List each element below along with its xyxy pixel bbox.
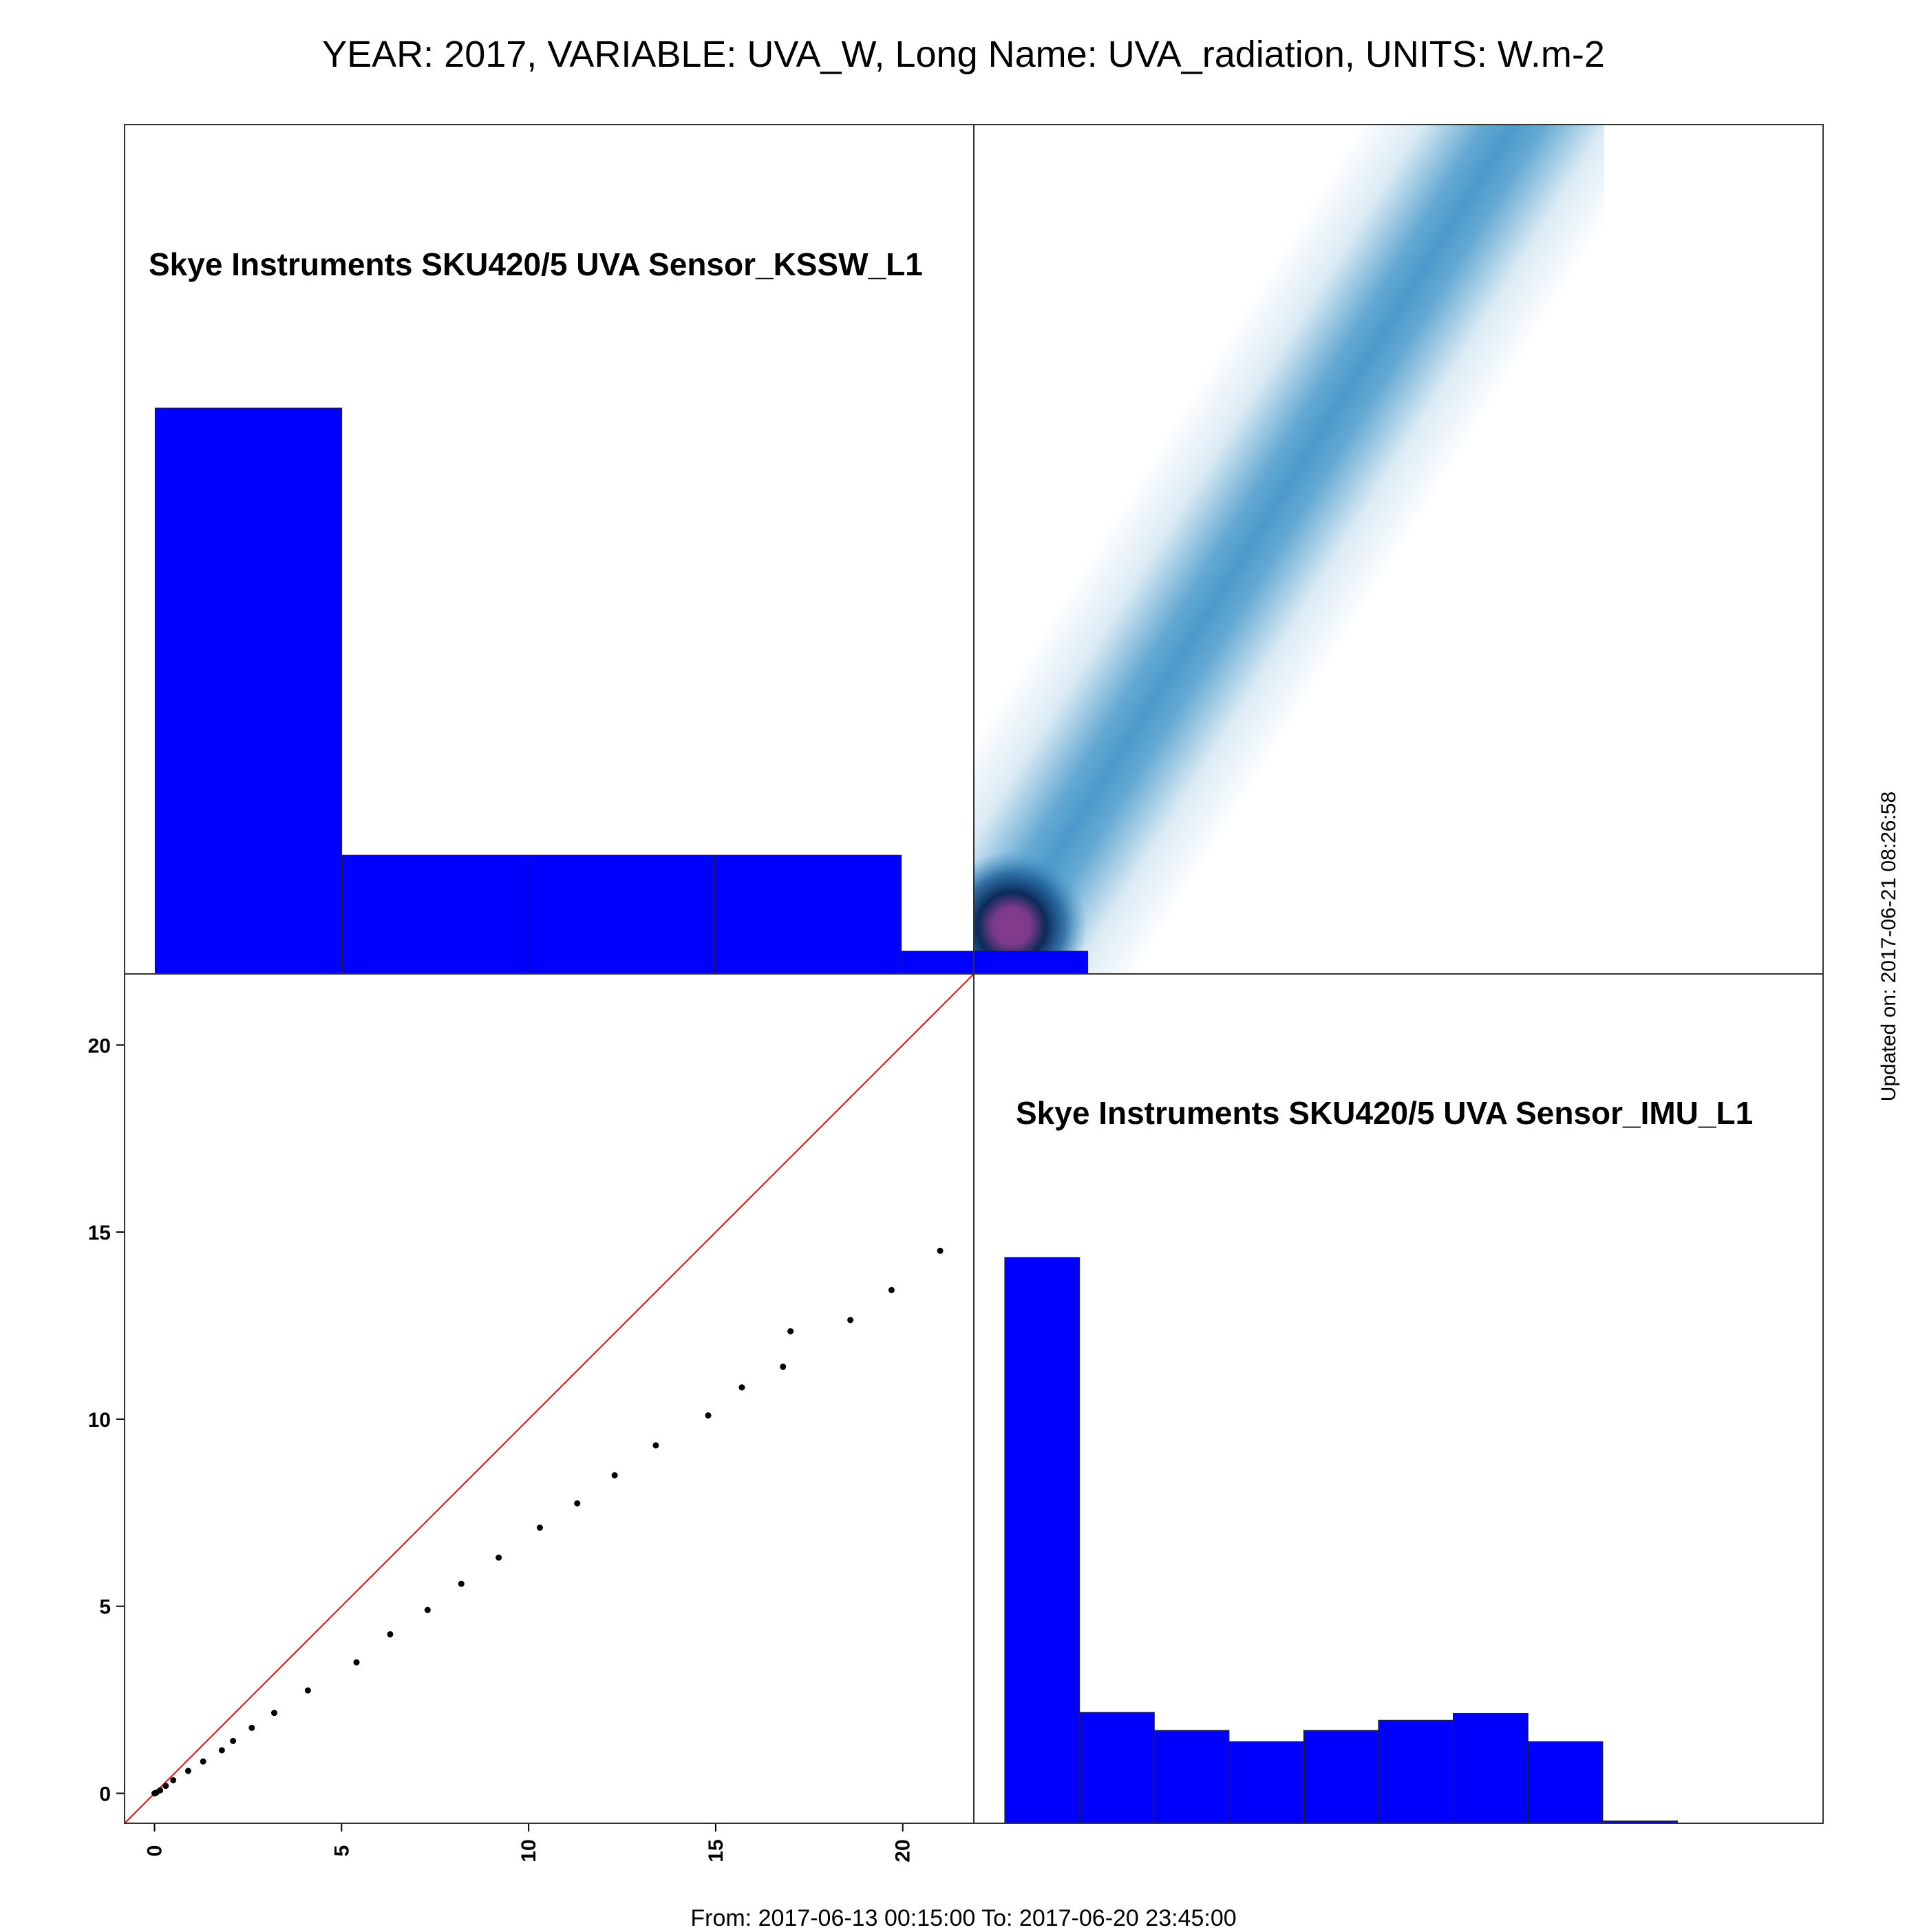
x-tick-label: 0 bbox=[143, 1845, 166, 1857]
scatter-point bbox=[248, 1724, 255, 1731]
hist-bar-imu bbox=[1228, 1741, 1305, 1824]
y-tick-label: 0 bbox=[99, 1783, 111, 1806]
panel-label-imu: Skye Instruments SKU420/5 UVA Sensor_IMU… bbox=[1016, 1095, 1753, 1131]
y-tick-label: 5 bbox=[99, 1596, 111, 1619]
scatter-point bbox=[611, 1472, 618, 1478]
scatter-point bbox=[787, 1328, 794, 1335]
scatter-point bbox=[937, 1247, 944, 1254]
date-range: From: 2017-06-13 00:15:00 To: 2017-06-20… bbox=[690, 1905, 1237, 1931]
hist-bar-kssw bbox=[154, 407, 343, 975]
scatter-point bbox=[888, 1286, 895, 1293]
hist-bar-imu bbox=[1527, 1741, 1604, 1824]
scatter-point bbox=[387, 1631, 394, 1637]
scatter-panel bbox=[125, 974, 974, 1823]
chart-title: YEAR: 2017, VARIABLE: UVA_W, Long Name: … bbox=[322, 34, 1605, 75]
density-panel bbox=[974, 125, 1823, 974]
scatter-point bbox=[270, 1710, 277, 1717]
scatter-point bbox=[458, 1580, 465, 1587]
scatter-point bbox=[424, 1606, 431, 1613]
histogram-imu bbox=[1004, 1257, 1679, 1824]
density-mask-right bbox=[1604, 125, 1823, 974]
scatter-point bbox=[304, 1687, 311, 1694]
hist-bar-imu bbox=[1303, 1730, 1379, 1824]
scatter-point bbox=[353, 1659, 360, 1666]
y-tick-label: 10 bbox=[88, 1409, 111, 1432]
identity-line bbox=[125, 974, 974, 1823]
axis-ticks: 0 5 10 15 20 0 5 10 15 20 bbox=[88, 1034, 915, 1862]
updated-timestamp: Updated on: 2017-06-21 08:26:58 bbox=[1877, 791, 1900, 1102]
scatter-point bbox=[536, 1525, 543, 1531]
x-tick-label: 20 bbox=[892, 1839, 915, 1862]
hist-bar-kssw bbox=[900, 951, 1089, 975]
histogram-kssw bbox=[154, 407, 1089, 975]
scatter-point bbox=[574, 1500, 581, 1507]
density-band bbox=[974, 125, 1735, 974]
panel-label-kssw: Skye Instruments SKU420/5 UVA Sensor_KSS… bbox=[149, 246, 923, 282]
y-tick-label: 15 bbox=[88, 1222, 111, 1244]
scatter-point bbox=[496, 1554, 502, 1561]
scatter-point bbox=[170, 1776, 177, 1783]
scatter-point bbox=[652, 1442, 659, 1449]
scatter-point bbox=[157, 1787, 164, 1794]
hist-bar-imu bbox=[1153, 1730, 1230, 1824]
scatter-point bbox=[705, 1412, 712, 1419]
x-tick-label: 10 bbox=[518, 1839, 540, 1862]
scatter-point bbox=[184, 1768, 191, 1774]
hist-bar-kssw bbox=[714, 854, 902, 975]
scatter-point bbox=[738, 1384, 745, 1391]
hist-bar-kssw bbox=[341, 854, 529, 975]
scatter-point bbox=[780, 1363, 787, 1370]
scatter-point bbox=[230, 1737, 237, 1744]
hist-bar-imu bbox=[1078, 1712, 1155, 1824]
scatter-point bbox=[847, 1317, 854, 1324]
hist-bar-imu bbox=[1004, 1257, 1080, 1824]
x-tick-label: 5 bbox=[330, 1845, 353, 1857]
hist-bar-imu bbox=[1378, 1719, 1454, 1824]
scatter-point bbox=[162, 1783, 169, 1790]
scatter-point bbox=[218, 1747, 225, 1754]
hist-bar-kssw bbox=[527, 854, 716, 975]
y-tick-label: 20 bbox=[88, 1034, 111, 1057]
hist-bar-imu bbox=[1453, 1712, 1529, 1824]
scatter-point bbox=[200, 1758, 206, 1765]
x-tick-label: 15 bbox=[705, 1839, 727, 1862]
density-peak bbox=[974, 851, 1087, 974]
